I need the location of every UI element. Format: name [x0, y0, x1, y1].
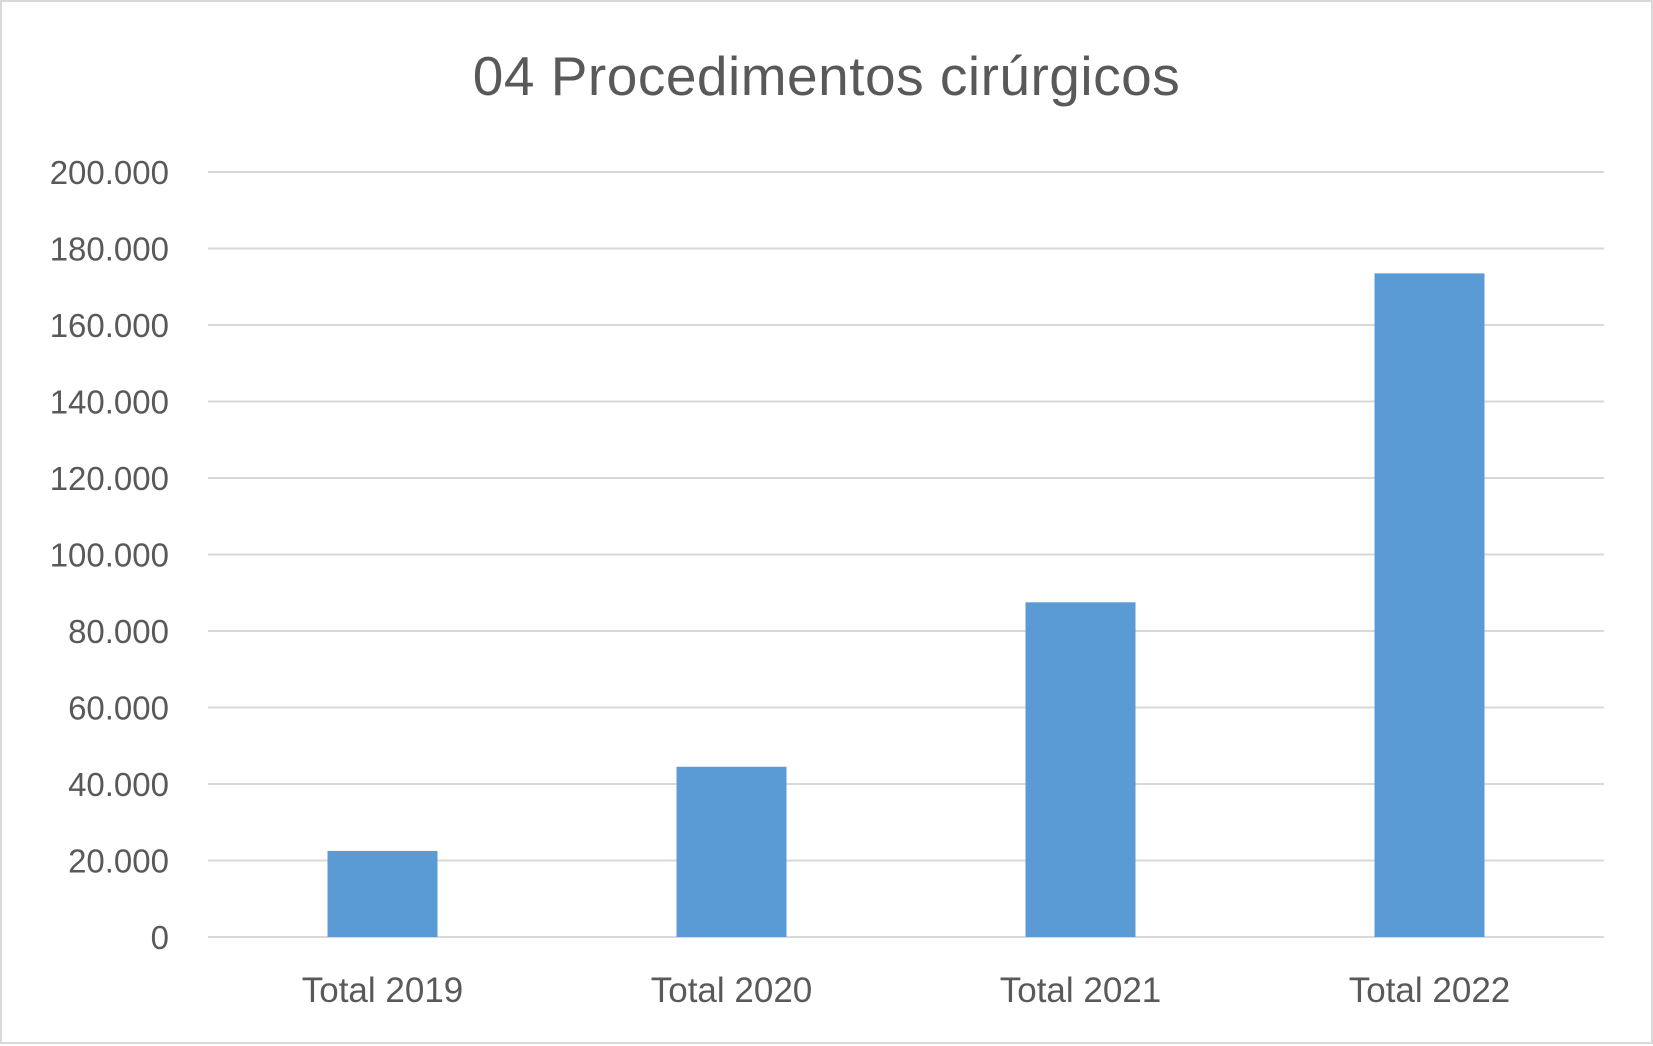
x-tick-label: Total 2020 [651, 971, 813, 1010]
y-tick-label: 80.000 [68, 613, 169, 650]
x-tick-label: Total 2022 [1349, 971, 1511, 1010]
y-tick-label: 60.000 [68, 690, 169, 727]
bar-total-2022 [1374, 273, 1485, 937]
y-tick-label: 0 [151, 919, 169, 956]
bar-total-2019 [327, 850, 438, 937]
bar-total-2020 [676, 766, 787, 937]
y-tick-label: 180.000 [50, 231, 169, 268]
y-tick-label: 20.000 [68, 843, 169, 880]
y-tick-label: 100.000 [50, 537, 169, 574]
y-tick-label: 40.000 [68, 766, 169, 803]
y-tick-label: 140.000 [50, 384, 169, 421]
bar-total-2021 [1025, 602, 1136, 937]
y-tick-label: 160.000 [50, 307, 169, 344]
y-tick-label: 200.000 [50, 154, 169, 191]
y-tick-label: 120.000 [50, 460, 169, 497]
chart-title: 04 Procedimentos cirúrgicos [472, 45, 1181, 107]
x-tick-label: Total 2019 [302, 971, 464, 1010]
x-tick-label: Total 2021 [1000, 971, 1162, 1010]
